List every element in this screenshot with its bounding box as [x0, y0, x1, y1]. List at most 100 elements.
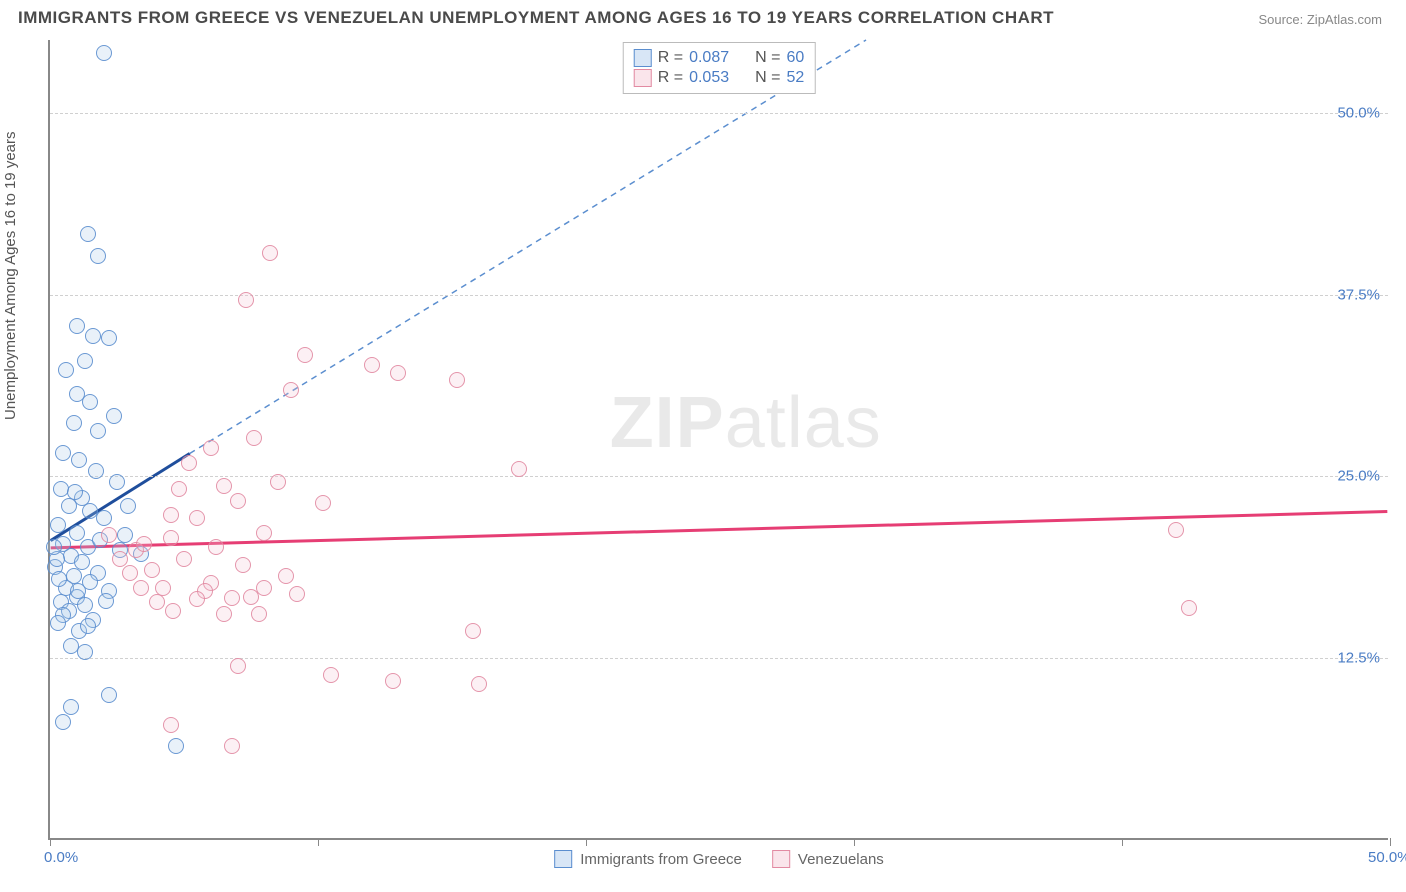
scatter-point — [80, 226, 96, 242]
scatter-point — [216, 478, 232, 494]
scatter-point — [262, 245, 278, 261]
scatter-point — [1168, 522, 1184, 538]
scatter-point — [90, 248, 106, 264]
scatter-point — [189, 591, 205, 607]
x-tick — [1122, 838, 1123, 846]
scatter-point — [471, 676, 487, 692]
scatter-point — [46, 539, 62, 555]
scatter-point — [251, 606, 267, 622]
legend-n-value: 52 — [786, 69, 804, 87]
plot-area: ZIPatlas R = 0.087 N = 60 R = 0.053 N = … — [48, 40, 1388, 840]
scatter-point — [80, 618, 96, 634]
scatter-point — [55, 714, 71, 730]
scatter-point — [297, 347, 313, 363]
scatter-point — [163, 717, 179, 733]
scatter-point — [235, 557, 251, 573]
scatter-point — [149, 594, 165, 610]
legend-label: Venezuelans — [798, 851, 884, 868]
scatter-point — [74, 554, 90, 570]
scatter-point — [1181, 600, 1197, 616]
scatter-point — [165, 603, 181, 619]
legend-r-value: 0.087 — [689, 49, 729, 67]
x-tick-label: 50.0% — [1368, 849, 1406, 866]
scatter-point — [101, 527, 117, 543]
legend-swatch — [554, 850, 572, 868]
scatter-point — [216, 606, 232, 622]
scatter-point — [208, 539, 224, 555]
scatter-point — [315, 495, 331, 511]
legend-item: Immigrants from Greece — [554, 850, 742, 868]
legend-r-value: 0.053 — [689, 69, 729, 87]
scatter-point — [106, 408, 122, 424]
scatter-point — [122, 565, 138, 581]
legend-stat-row: R = 0.087 N = 60 — [634, 49, 805, 67]
x-tick — [50, 838, 51, 846]
scatter-point — [133, 580, 149, 596]
scatter-point — [71, 452, 87, 468]
x-tick-label: 0.0% — [44, 849, 78, 866]
legend-swatch — [772, 850, 790, 868]
scatter-point — [171, 481, 187, 497]
chart-title: IMMIGRANTS FROM GREECE VS VENEZUELAN UNE… — [18, 8, 1054, 28]
x-tick — [854, 838, 855, 846]
scatter-point — [101, 687, 117, 703]
scatter-point — [511, 461, 527, 477]
watermark-bold: ZIP — [610, 383, 725, 463]
scatter-point — [90, 423, 106, 439]
y-tick-label: 37.5% — [1337, 286, 1380, 303]
scatter-point — [176, 551, 192, 567]
legend-item: Venezuelans — [772, 850, 884, 868]
legend-swatch — [634, 49, 652, 67]
scatter-point — [88, 463, 104, 479]
watermark-rest: atlas — [725, 383, 882, 463]
x-tick — [318, 838, 319, 846]
scatter-point — [390, 365, 406, 381]
scatter-point — [51, 571, 67, 587]
x-tick — [1390, 838, 1391, 846]
y-tick-label: 50.0% — [1337, 104, 1380, 121]
scatter-point — [69, 318, 85, 334]
scatter-point — [203, 440, 219, 456]
legend-r-label: R = — [658, 49, 683, 67]
gridline — [50, 113, 1388, 114]
scatter-point — [66, 415, 82, 431]
scatter-point — [98, 593, 114, 609]
scatter-point — [77, 353, 93, 369]
scatter-point — [385, 673, 401, 689]
legend-swatch — [634, 69, 652, 87]
scatter-point — [230, 493, 246, 509]
legend-n-label: N = — [755, 69, 780, 87]
scatter-point — [109, 474, 125, 490]
scatter-point — [181, 455, 197, 471]
scatter-point — [256, 525, 272, 541]
scatter-point — [120, 498, 136, 514]
scatter-point — [230, 658, 246, 674]
y-tick-label: 12.5% — [1337, 650, 1380, 667]
scatter-point — [69, 525, 85, 541]
scatter-point — [283, 382, 299, 398]
scatter-point — [58, 362, 74, 378]
legend-n-label: N = — [755, 49, 780, 67]
scatter-point — [63, 699, 79, 715]
scatter-point — [189, 510, 205, 526]
scatter-point — [256, 580, 272, 596]
scatter-point — [238, 292, 254, 308]
gridline — [50, 658, 1388, 659]
scatter-point — [96, 510, 112, 526]
scatter-point — [449, 372, 465, 388]
scatter-point — [77, 597, 93, 613]
scatter-point — [224, 738, 240, 754]
scatter-point — [289, 586, 305, 602]
scatter-point — [55, 445, 71, 461]
scatter-point — [246, 430, 262, 446]
scatter-point — [101, 330, 117, 346]
y-axis-label: Unemployment Among Ages 16 to 19 years — [2, 131, 19, 420]
scatter-point — [50, 517, 66, 533]
legend-series: Immigrants from Greece Venezuelans — [554, 850, 884, 868]
legend-stats: R = 0.087 N = 60 R = 0.053 N = 52 — [623, 42, 816, 94]
scatter-point — [278, 568, 294, 584]
scatter-point — [67, 484, 83, 500]
legend-stat-row: R = 0.053 N = 52 — [634, 69, 805, 87]
scatter-point — [364, 357, 380, 373]
scatter-point — [163, 507, 179, 523]
